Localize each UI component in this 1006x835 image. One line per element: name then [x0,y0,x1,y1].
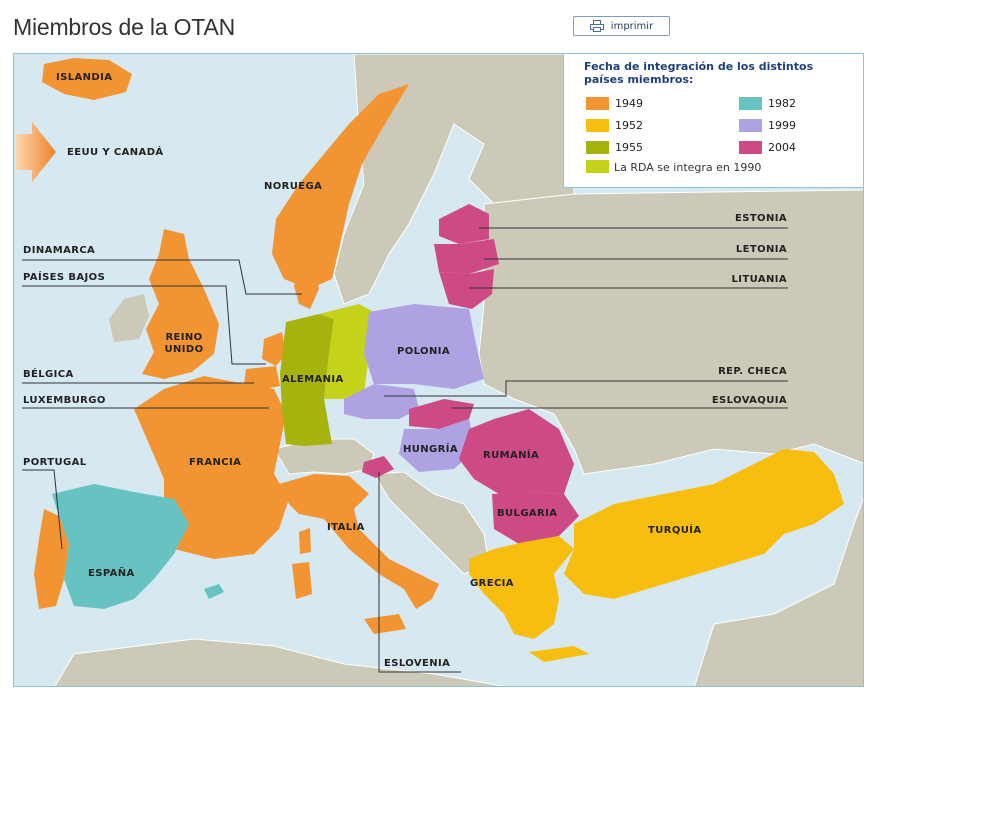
country-belgium [244,366,280,390]
legend-swatch [586,97,609,110]
legend-item-2004: 2004 [739,141,796,154]
country-denmark [294,264,319,309]
country-slovakia [409,399,474,429]
country-norway [272,84,409,289]
label-reino-unido: REINO UNIDO [164,332,204,355]
legend-item-1955: 1955 [586,141,643,154]
page-title: Miembros de la OTAN [13,14,235,40]
country-estonia [439,204,489,244]
country-slovenia [362,456,394,478]
country-bulgaria [492,492,579,544]
country-romania [459,409,574,494]
label-eeuu-canada: EEUU Y CANADÁ [67,147,164,158]
label-turquia: TURQUÍA [648,525,702,536]
country-iceland [42,58,132,100]
label-grecia: GRECIA [470,578,514,589]
legend: Fecha de integración de los distintos pa… [563,54,863,188]
nato-map: ISLANDIA EEUU Y CANADÁ NORUEGA REINO UNI… [13,53,864,687]
callout-rep-checa: REP. CHECA [718,366,787,377]
country-baleares [204,584,224,599]
printer-icon [589,20,604,32]
country-ireland [109,294,149,342]
callout-eslovaquia: ESLOVAQUIA [711,395,787,406]
label-alemania: ALEMANIA [282,374,344,385]
country-west-germany [280,314,334,446]
leader-dinamarca [22,259,302,295]
country-corsica [299,528,311,554]
legend-item-1999: 1999 [739,119,796,132]
land-north-africa [54,638,506,686]
label-islandia: ISLANDIA [56,72,113,83]
callout-dinamarca: DINAMARCA [23,245,96,256]
legend-title: Fecha de integración de los distintos pa… [584,60,814,86]
country-greece [469,536,574,639]
legend-swatch [739,141,762,154]
legend-item-1982: 1982 [739,97,796,110]
country-uk [142,229,219,379]
callout-estonia: ESTONIA [735,213,787,224]
legend-item-1949: 1949 [586,97,643,110]
country-sardinia [292,562,312,599]
legend-year: 1955 [615,141,643,154]
legend-item-rda [586,160,615,173]
leader-eslovenia [378,472,461,673]
label-italia: ITALIA [327,522,365,533]
label-hungria: HUNGRÍA [403,444,459,455]
country-spain [52,484,189,609]
legend-year: 1952 [615,119,643,132]
print-button[interactable]: imprimir [573,16,670,36]
country-sicily [364,614,406,634]
leader-rep-checa [384,380,788,397]
legend-year: 1949 [615,97,643,110]
country-poland [364,304,484,389]
legend-year: 1999 [768,119,796,132]
country-lithuania [439,269,494,309]
leader-portugal [22,469,63,550]
map-drawing [14,54,863,686]
legend-swatch [739,119,762,132]
country-italy [279,474,439,609]
callout-luxemburgo: LUXEMBURGO [23,395,106,406]
label-noruega: NORUEGA [264,181,323,192]
legend-year: 1982 [768,97,796,110]
callout-lituania: LITUANIA [731,274,787,285]
legend-year: 2004 [768,141,796,154]
arrow-icon [16,122,56,182]
label-espana: ESPAÑA [88,568,135,579]
callout-letonia: LETONIA [735,244,787,255]
legend-swatch [586,160,609,173]
label-rumania: RUMANÍA [483,450,540,461]
callout-eslovenia: ESLOVENIA [384,658,451,669]
country-netherlands [262,332,286,366]
country-latvia [434,239,499,274]
leader-paises-bajos [22,285,266,365]
legend-swatch [586,141,609,154]
callout-belgica: BÉLGICA [23,369,74,380]
country-east-germany [319,304,374,399]
legend-swatch [586,119,609,132]
callout-portugal: PORTUGAL [23,457,87,468]
country-turkey [564,449,844,599]
print-button-label: imprimir [610,20,654,32]
label-polonia: POLONIA [397,346,450,357]
legend-item-1952: 1952 [586,119,643,132]
callout-paises-bajos: PAÍSES BAJOS [23,272,106,283]
land-russia-mideast [694,498,863,686]
country-czech [344,384,419,419]
country-hungary [399,419,476,472]
label-francia: FRANCIA [189,457,242,468]
label-bulgaria: BULGARIA [497,508,558,519]
legend-rda-note: La RDA se integra en 1990 [614,161,762,174]
land-russia-east [478,189,863,475]
country-crete [529,646,589,662]
legend-swatch [739,97,762,110]
